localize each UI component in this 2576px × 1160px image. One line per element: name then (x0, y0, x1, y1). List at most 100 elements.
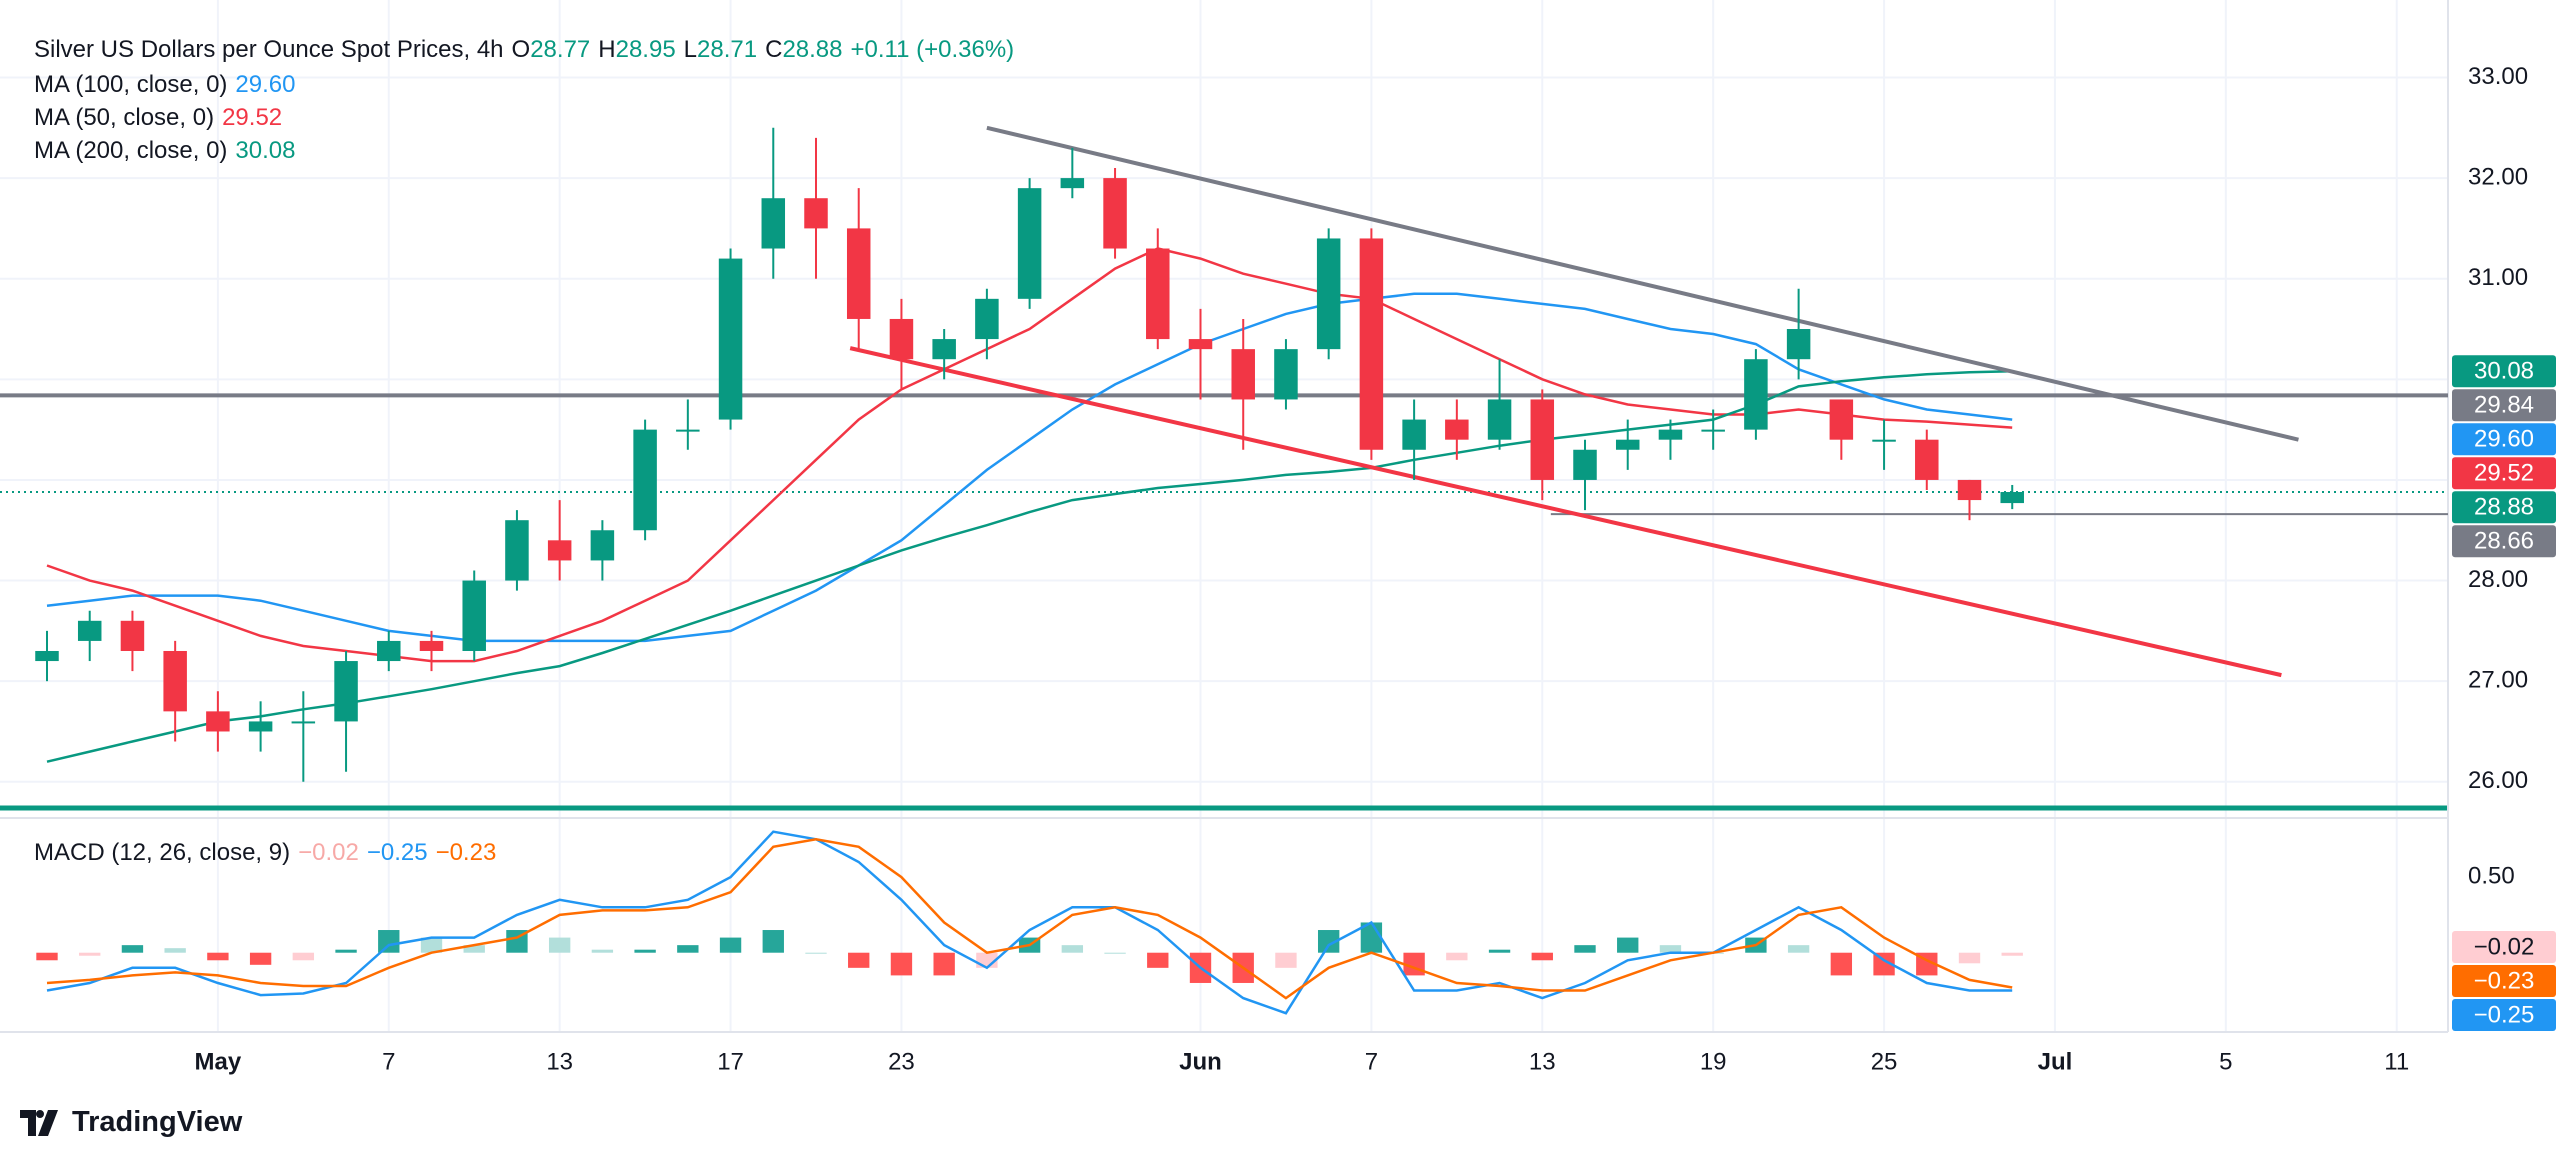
moving-average (46, 370, 2013, 763)
macd-histogram-bar (1958, 952, 1981, 964)
x-tick-label: 7 (1365, 1048, 1378, 1075)
candle-body (1146, 248, 1170, 340)
candle-body (590, 530, 615, 561)
legend-row: MA (50, close, 0) 29.52 (34, 102, 303, 134)
legend-value: 29.52 (222, 104, 283, 131)
ohlc-key: O (511, 36, 531, 63)
candle-body (248, 721, 273, 732)
candle-body (1188, 339, 1213, 350)
macd-value: −0.25 (366, 839, 428, 866)
macd-histogram-bar (1574, 945, 1596, 953)
ohlc-key: H (598, 36, 616, 63)
candle-body (1957, 479, 1982, 501)
legend-value: 30.08 (235, 137, 296, 164)
trendline (986, 125, 2299, 442)
candle-body (846, 228, 871, 319)
macd-histogram-bar (378, 930, 400, 953)
candle-body (77, 620, 102, 641)
x-tick-label: 25 (1871, 1048, 1898, 1075)
macd-histogram-bar (677, 945, 699, 953)
y-tick-label: 32.00 (2468, 163, 2528, 190)
legend-row: MA (200, close, 0) 30.08 (34, 135, 303, 167)
price-tag-label: 28.88 (2474, 494, 2534, 521)
plot (0, 125, 2448, 1015)
price-change: +0.11 (+0.36%) (850, 36, 1015, 63)
price-tag (2452, 355, 2556, 388)
candle-body (35, 650, 59, 662)
macd-histogram-bar (890, 952, 913, 976)
indicator-legend: MA (100, close, 0) 29.60 MA (50, close, 0)… (34, 69, 303, 168)
macd-histogram-bar (36, 952, 58, 961)
macd-histogram-bar (1659, 945, 1682, 953)
candle-body (1915, 439, 1939, 480)
candle-body (1060, 178, 1085, 189)
macd-legend: MACD (12, 26, close, 9) −0.02 −0.25 −0.23 (34, 837, 504, 869)
candle-body (1017, 188, 1042, 299)
price-tag-label: 30.08 (2474, 358, 2534, 385)
price-tag-label: 29.84 (2474, 392, 2534, 419)
macd-histogram-bar (164, 948, 186, 953)
candle-body (1829, 399, 1854, 440)
macd-histogram-bar (1873, 952, 1895, 976)
macd-histogram-bar (1830, 952, 1853, 976)
x-tick-label: 23 (888, 1048, 915, 1075)
candle-body (676, 429, 700, 432)
candle-body (1744, 359, 1768, 430)
candle-body (1658, 429, 1683, 440)
macd-histogram-bar (634, 949, 656, 953)
candle-body (1701, 429, 1725, 432)
candle-body (1316, 238, 1341, 350)
macd-hist-value: −0.02 (298, 839, 359, 866)
price-tag-label: 29.52 (2474, 460, 2534, 487)
candle-body (1530, 399, 1555, 480)
y-tick-label: 0.50 (2468, 862, 2515, 889)
candle-body (1274, 349, 1298, 400)
candle-body (1359, 238, 1384, 450)
brand: TradingView (72, 1106, 243, 1138)
macd-histogram-bar (1147, 952, 1169, 968)
candle-body (932, 339, 956, 360)
macd-signal-value: −0.23 (435, 839, 497, 866)
price-tag (2452, 525, 2556, 558)
macd-histogram-bar (121, 945, 144, 953)
x-tick-label: 5 (2219, 1048, 2232, 1075)
candle-body (462, 580, 486, 651)
ohlc-value: 28.95 (615, 36, 676, 63)
macd-histogram-bar (207, 952, 229, 961)
price-tag-label: −0.02 (2474, 933, 2535, 960)
y-tick-label: 33.00 (2468, 63, 2528, 90)
macd-histogram-bar (79, 952, 101, 956)
candle-body (505, 520, 529, 581)
macd-macd-line (46, 830, 2013, 1015)
candle-body (377, 640, 401, 662)
ohlc-key: C (765, 36, 783, 63)
macd-histogram-bar (1104, 952, 1126, 954)
x-tick-label: 7 (382, 1048, 395, 1075)
candle-body (291, 721, 316, 724)
candle-body (804, 198, 828, 229)
x-tick-label: 13 (546, 1048, 573, 1075)
symbol-title: Silver US Dollars per Ounce Spot Prices,… (34, 36, 504, 63)
macd-histogram-bar (2001, 952, 2023, 956)
macd-title: MACD (12, 26, close, 9) (34, 839, 291, 866)
x-tick-label: 19 (1700, 1048, 1727, 1075)
moving-average (46, 247, 2013, 663)
price-tag (2452, 491, 2556, 524)
macd-histogram-bar (1531, 952, 1553, 961)
candle-body (1872, 439, 1896, 442)
symbol-header: Silver US Dollars per Ounce Spot Prices,… (34, 34, 1022, 66)
macd-histogram-bar (335, 949, 357, 953)
price-tag (2452, 931, 2556, 963)
ohlc-value: 28.88 (782, 36, 843, 63)
price-tag (2452, 423, 2556, 456)
candle-body (718, 258, 743, 420)
legend-name: MA (50, close, 0) (34, 104, 215, 131)
candle-body (761, 198, 786, 249)
x-tick-label: Jul (2038, 1048, 2073, 1075)
macd-histogram-bar (933, 952, 955, 976)
candle-body (1402, 419, 1426, 450)
macd-histogram-bar (719, 937, 742, 953)
macd-histogram-bar (591, 949, 614, 953)
